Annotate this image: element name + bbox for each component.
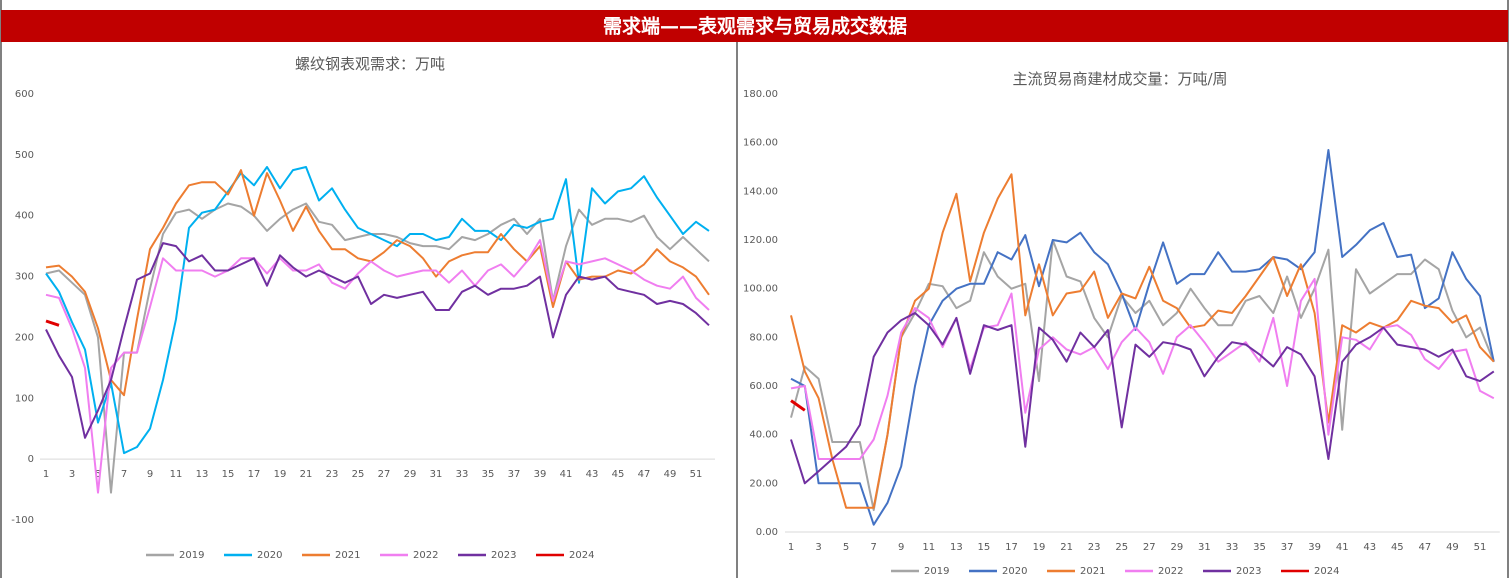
x-tick-label: 3 [815,542,821,553]
x-tick-label: 23 [1088,542,1101,553]
x-tick-label: 45 [1391,542,1404,553]
y-tick-label: 0.00 [756,527,778,538]
x-tick-label: 19 [274,469,287,480]
y-tick-label: 100.00 [743,284,778,295]
x-tick-label: 25 [352,469,365,480]
x-tick-label: 17 [248,469,261,480]
legend-label: 2020 [1002,566,1027,577]
legend-label: 2022 [1158,566,1183,577]
series-line [790,149,1495,526]
x-tick-label: 11 [922,542,935,553]
x-tick-label: 23 [326,469,339,480]
y-tick-label: 60.00 [749,381,778,392]
x-tick-label: 13 [196,469,209,480]
x-tick-label: 5 [843,542,849,553]
series-line [45,169,710,397]
banner [1,10,1508,42]
y-tick-label: -100 [11,515,34,526]
y-tick-label: 120.00 [743,235,778,246]
y-tick-label: 20.00 [749,478,778,489]
series-line [790,173,1495,509]
legend-label: 2024 [1314,566,1339,577]
x-tick-label: 31 [1198,542,1211,553]
x-tick-label: 51 [690,469,703,480]
y-tick-label: 600 [15,89,34,100]
x-tick-label: 21 [1060,542,1073,553]
series-line [45,166,710,455]
y-tick-label: 100 [15,393,34,404]
x-tick-label: 29 [1170,542,1183,553]
x-tick-label: 41 [1336,542,1349,553]
legend-label: 2021 [335,550,360,561]
x-tick-label: 39 [1308,542,1321,553]
x-tick-label: 7 [870,542,876,553]
x-tick-label: 49 [1446,542,1459,553]
x-tick-label: 35 [1253,542,1266,553]
x-tick-label: 27 [378,469,391,480]
x-tick-label: 33 [1226,542,1239,553]
y-tick-label: 300 [15,272,34,283]
y-tick-label: 40.00 [749,430,778,441]
x-tick-label: 13 [950,542,963,553]
x-tick-label: 15 [222,469,235,480]
x-tick-label: 33 [456,469,469,480]
x-tick-label: 41 [560,469,573,480]
x-tick-label: 7 [121,469,127,480]
x-tick-label: 5 [95,469,101,480]
y-tick-label: 0 [28,454,34,465]
x-tick-label: 9 [147,469,153,480]
series-line [790,399,806,412]
series-line [790,277,1495,460]
series-line [45,242,710,439]
x-tick-label: 15 [978,542,991,553]
legend-label: 2023 [1236,566,1261,577]
x-tick-label: 37 [1281,542,1294,553]
legend-label: 2019 [179,550,204,561]
y-tick-label: 140.00 [743,186,778,197]
legend-label: 2021 [1080,566,1105,577]
series-line [45,319,60,327]
x-tick-label: 29 [404,469,417,480]
x-tick-label: 3 [69,469,75,480]
y-tick-label: 160.00 [743,138,778,149]
x-tick-label: 45 [612,469,625,480]
series-line [45,239,710,494]
y-tick-label: 400 [15,211,34,222]
x-tick-label: 1 [788,542,794,553]
x-tick-label: 49 [664,469,677,480]
x-tick-label: 21 [300,469,313,480]
x-tick-label: 51 [1474,542,1487,553]
x-tick-label: 19 [1033,542,1046,553]
x-tick-label: 47 [1419,542,1432,553]
x-tick-label: 37 [508,469,521,480]
x-tick-label: 31 [430,469,443,480]
legend-label: 2024 [569,550,594,561]
legend-label: 2020 [257,550,282,561]
y-tick-label: 200 [15,332,34,343]
x-tick-label: 27 [1143,542,1156,553]
y-tick-label: 80.00 [749,332,778,343]
legend-label: 2023 [491,550,516,561]
y-tick-label: 180.00 [743,89,778,100]
x-tick-label: 35 [482,469,495,480]
x-tick-label: 9 [898,542,904,553]
chart-title: 螺纹钢表观需求：万吨 [295,55,445,73]
series-line [790,312,1495,485]
series-line [45,202,710,494]
x-tick-label: 11 [170,469,183,480]
x-tick-label: 43 [586,469,599,480]
legend-label: 2019 [924,566,949,577]
x-tick-label: 25 [1115,542,1128,553]
x-tick-label: 17 [1005,542,1018,553]
y-tick-label: 500 [15,150,34,161]
legend-label: 2022 [413,550,438,561]
chart-title: 主流贸易商建材成交量：万吨/周 [1012,70,1227,88]
x-tick-label: 43 [1363,542,1376,553]
x-tick-label: 47 [638,469,651,480]
x-tick-label: 1 [43,469,49,480]
banner-title: 需求端——表观需求与贸易成交数据 [603,15,907,38]
x-tick-label: 39 [534,469,547,480]
